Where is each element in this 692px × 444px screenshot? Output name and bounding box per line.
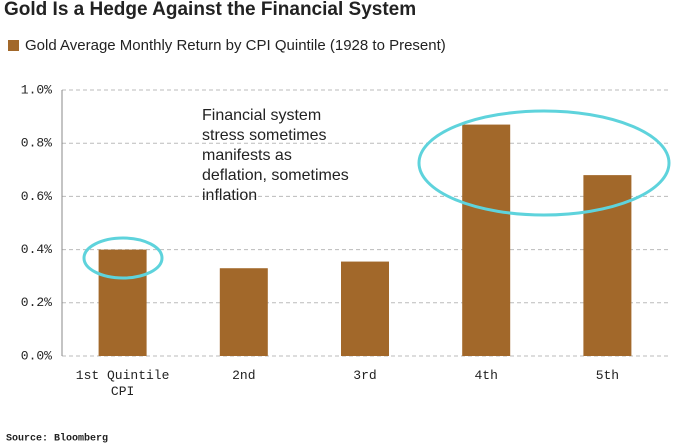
y-tick-label: 0.0% [21, 348, 52, 363]
annotation-line: Financial system [202, 107, 322, 124]
y-tick-label: 0.8% [21, 136, 52, 151]
annotation-line: inflation [202, 187, 258, 204]
x-tick-label: 5th [595, 368, 620, 383]
highlight-ellipse [82, 236, 164, 280]
x-tick-label: 1st Quintile CPI [75, 368, 170, 399]
x-tick-label: 3rd [353, 368, 377, 383]
annotation-line: stress sometimes [202, 127, 327, 144]
bar [341, 261, 389, 356]
bar [462, 124, 511, 356]
x-tick-label: 4th [474, 368, 498, 383]
bar [219, 268, 268, 356]
legend-label: Gold Average Monthly Return by CPI Quint… [25, 37, 446, 54]
annotation-line: manifests as [202, 147, 292, 164]
annotation-line: deflation, sometimes [202, 167, 349, 184]
source: Source: Bloomberg [6, 433, 108, 444]
y-tick-label: 0.2% [21, 295, 52, 310]
y-tick-label: 1.0% [21, 82, 52, 97]
y-tick-label: 0.6% [21, 189, 52, 204]
plot-area: 0.0% 0.2% 0.4% 0.6% 0.8% 1.0% [21, 82, 668, 363]
y-tick-label: 0.4% [21, 242, 52, 257]
bar [98, 249, 147, 356]
x-tick-label: 2nd [232, 368, 256, 383]
legend-swatch [8, 40, 19, 51]
chart-title: Gold Is a Hedge Against the Financial Sy… [4, 0, 416, 20]
bar [583, 175, 632, 356]
highlight-ellipse [417, 109, 671, 217]
